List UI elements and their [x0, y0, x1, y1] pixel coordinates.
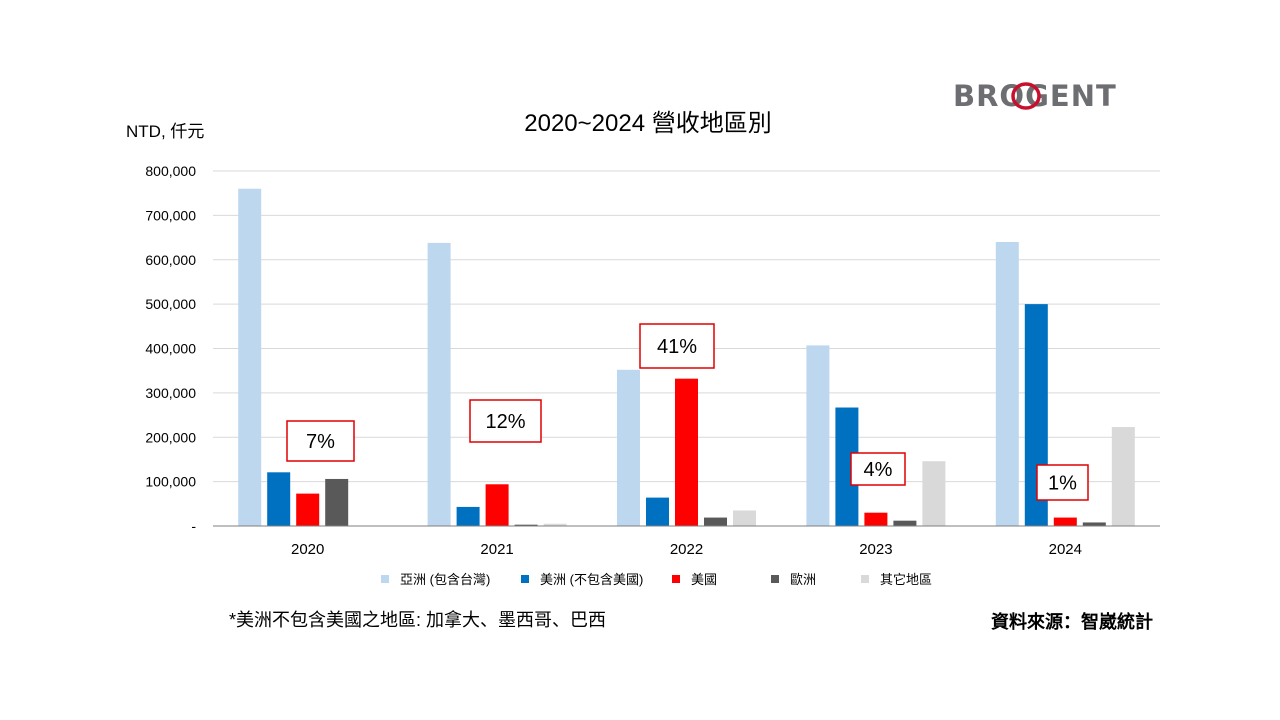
- bar: [1053, 517, 1077, 526]
- legend-swatch: [861, 575, 869, 583]
- y-tick-label: 700,000: [145, 207, 196, 223]
- legend-label: 美洲 (不包含美國): [540, 572, 643, 587]
- y-tick-label: 800,000: [145, 163, 196, 179]
- bar: [995, 242, 1019, 526]
- y-tick-label: -: [191, 518, 196, 534]
- callout-label: 1%: [1048, 473, 1077, 495]
- bar: [514, 524, 538, 526]
- y-axis-ticks: - 100,000 200,000 300,000 400,000 500,000 600,…: [145, 163, 196, 534]
- bar: [893, 520, 917, 526]
- y-tick-label: 400,000: [145, 341, 196, 357]
- y-tick-label: 100,000: [145, 474, 196, 490]
- brogent-logo: BROGENT: [953, 79, 1117, 113]
- bar: [675, 378, 698, 526]
- x-category-label: 2023: [859, 541, 892, 558]
- y-tick-label: 500,000: [145, 296, 196, 312]
- bar: [543, 523, 567, 526]
- footnote: *美洲不包含美國之地區: 加拿大、墨西哥、巴西: [229, 609, 606, 630]
- legend-swatch: [672, 575, 680, 583]
- bar: [646, 497, 669, 526]
- x-category-label: 2024: [1049, 541, 1082, 558]
- bar: [806, 345, 830, 526]
- bar: [1111, 427, 1135, 526]
- logo-swoosh-icon: [1011, 82, 1041, 110]
- bar: [485, 484, 509, 526]
- callout-label: 41%: [657, 336, 697, 358]
- callout-box: [1036, 464, 1089, 501]
- callout-label: 12%: [485, 411, 525, 433]
- x-axis-categories: 2020 2021 2022 2023 2024: [291, 541, 1082, 558]
- callout-box: [469, 399, 542, 443]
- bar: [922, 461, 946, 526]
- bar: [238, 188, 262, 526]
- callout-box: [850, 452, 906, 486]
- chart-title: 2020~2024 營收地區別: [524, 110, 771, 137]
- legend-label: 美國: [691, 572, 717, 587]
- bar: [456, 506, 480, 526]
- callout-label: 4%: [864, 459, 893, 481]
- y-tick-label: 200,000: [145, 429, 196, 445]
- bar: [325, 478, 349, 526]
- x-category-label: 2020: [291, 541, 324, 558]
- y-tick-label: 300,000: [145, 385, 196, 401]
- logo-wordmark: BROGENT: [953, 79, 1117, 113]
- y-tick-label: 600,000: [145, 252, 196, 268]
- x-category-label: 2022: [670, 541, 703, 558]
- legend: 亞洲 (包含台灣) 美洲 (不包含美國) 美國 歐洲 其它地區: [381, 572, 932, 587]
- callout-box: [639, 323, 715, 369]
- y-axis-unit-label: NTD, 仟元: [126, 122, 204, 141]
- legend-label: 亞洲 (包含台灣): [400, 572, 490, 587]
- bar: [296, 493, 320, 526]
- data-source: 資料來源：智崴統計: [991, 611, 1153, 632]
- legend-label: 其它地區: [880, 572, 932, 587]
- bar: [427, 242, 451, 526]
- bar: [733, 510, 756, 526]
- legend-label: 歐洲: [790, 572, 816, 587]
- bar: [835, 407, 859, 526]
- legend-swatch: [521, 575, 529, 583]
- legend-swatch: [771, 575, 779, 583]
- bar: [1082, 522, 1106, 526]
- callout-label: 7%: [306, 431, 335, 453]
- bar: [617, 369, 640, 526]
- x-category-label: 2021: [480, 541, 513, 558]
- bar: [267, 472, 291, 526]
- callout-box: [286, 420, 355, 462]
- bar: [704, 517, 727, 526]
- percentage-callouts: 7% 12% 41% 4% 1%: [286, 323, 1089, 501]
- bar: [864, 512, 888, 526]
- legend-swatch: [381, 575, 389, 583]
